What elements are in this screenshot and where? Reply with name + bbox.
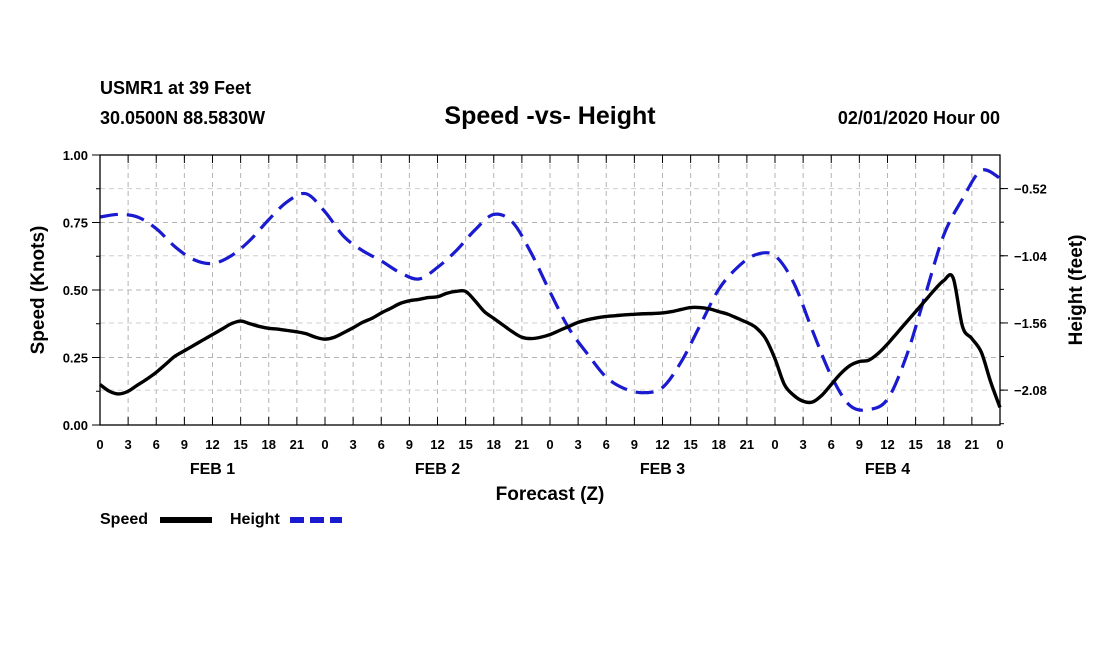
x-tick-label: 3 xyxy=(125,437,132,452)
x-tick-label: 21 xyxy=(515,437,529,452)
x-tick-label: 6 xyxy=(378,437,385,452)
x-tick-label: 12 xyxy=(205,437,219,452)
y-right-tick-label: −1.56 xyxy=(1014,316,1047,331)
x-tick-label: 0 xyxy=(771,437,778,452)
x-tick-label: 0 xyxy=(546,437,553,452)
x-tick-label: 9 xyxy=(631,437,638,452)
station-label: USMR1 at 39 Feet xyxy=(100,78,251,98)
axes: 0 3 6 9 12 15 18 21 0 3 6 9 12 15 18 21 0 3 6 9 12 15 18 21 0 3 6 9… xyxy=(63,148,1048,478)
legend: Speed Height xyxy=(100,511,342,528)
y-right-tick-label: −1.04 xyxy=(1014,249,1048,264)
x-tick-label: 15 xyxy=(233,437,247,452)
day-label: FEB 4 xyxy=(865,461,910,478)
x-tick-label: 21 xyxy=(740,437,754,452)
x-tick-label: 21 xyxy=(965,437,979,452)
x-tick-label: 0 xyxy=(321,437,328,452)
grid xyxy=(100,155,1000,425)
x-tick-label: 18 xyxy=(262,437,276,452)
x-tick-label: 3 xyxy=(350,437,357,452)
x-axis-label: Forecast (Z) xyxy=(496,484,605,505)
x-tick-label: 18 xyxy=(712,437,726,452)
day-label: FEB 1 xyxy=(190,461,235,478)
x-tick-label: 9 xyxy=(181,437,188,452)
y-left-tick-label: 0.50 xyxy=(63,283,88,298)
x-tick-label: 3 xyxy=(575,437,582,452)
x-tick-label: 6 xyxy=(828,437,835,452)
x-tick-label: 9 xyxy=(856,437,863,452)
x-tick-label: 21 xyxy=(290,437,304,452)
legend-speed-label: Speed xyxy=(100,511,148,528)
chart-title: Speed -vs- Height xyxy=(444,102,656,130)
height-series-line xyxy=(99,168,1001,412)
x-tick-label: 6 xyxy=(603,437,610,452)
x-tick-label: 6 xyxy=(153,437,160,452)
x-tick-label: 12 xyxy=(430,437,444,452)
y-left-tick-label: 0.75 xyxy=(63,216,88,231)
y-left-tick-label: 1.00 xyxy=(63,148,88,163)
x-tick-label: 0 xyxy=(996,437,1003,452)
x-tick-label: 15 xyxy=(458,437,472,452)
x-tick-label: 15 xyxy=(683,437,697,452)
y-right-tick-label: −0.52 xyxy=(1014,182,1047,197)
x-tick-label: 9 xyxy=(406,437,413,452)
x-tick-label: 18 xyxy=(487,437,501,452)
datetime-label: 02/01/2020 Hour 00 xyxy=(838,108,1000,128)
x-tick-label: 0 xyxy=(96,437,103,452)
location-label: 30.0500N 88.5830W xyxy=(100,108,265,128)
day-label: FEB 2 xyxy=(415,461,460,478)
speed-series-line xyxy=(98,273,1002,409)
day-label: FEB 3 xyxy=(640,461,685,478)
x-tick-label: 18 xyxy=(937,437,951,452)
x-tick-label: 12 xyxy=(880,437,894,452)
x-tick-label: 3 xyxy=(800,437,807,452)
series-layer xyxy=(98,168,1002,412)
y-right-tick-label: −2.08 xyxy=(1014,383,1047,398)
y-left-tick-label: 0.25 xyxy=(63,351,88,366)
legend-height-label: Height xyxy=(230,511,280,528)
y-left-axis-label: Speed (Knots) xyxy=(28,226,49,355)
y-right-axis-label: Height (feet) xyxy=(1066,235,1087,346)
x-tick-label: 15 xyxy=(908,437,922,452)
y-left-tick-label: 0.00 xyxy=(63,418,88,433)
x-tick-label: 12 xyxy=(655,437,669,452)
